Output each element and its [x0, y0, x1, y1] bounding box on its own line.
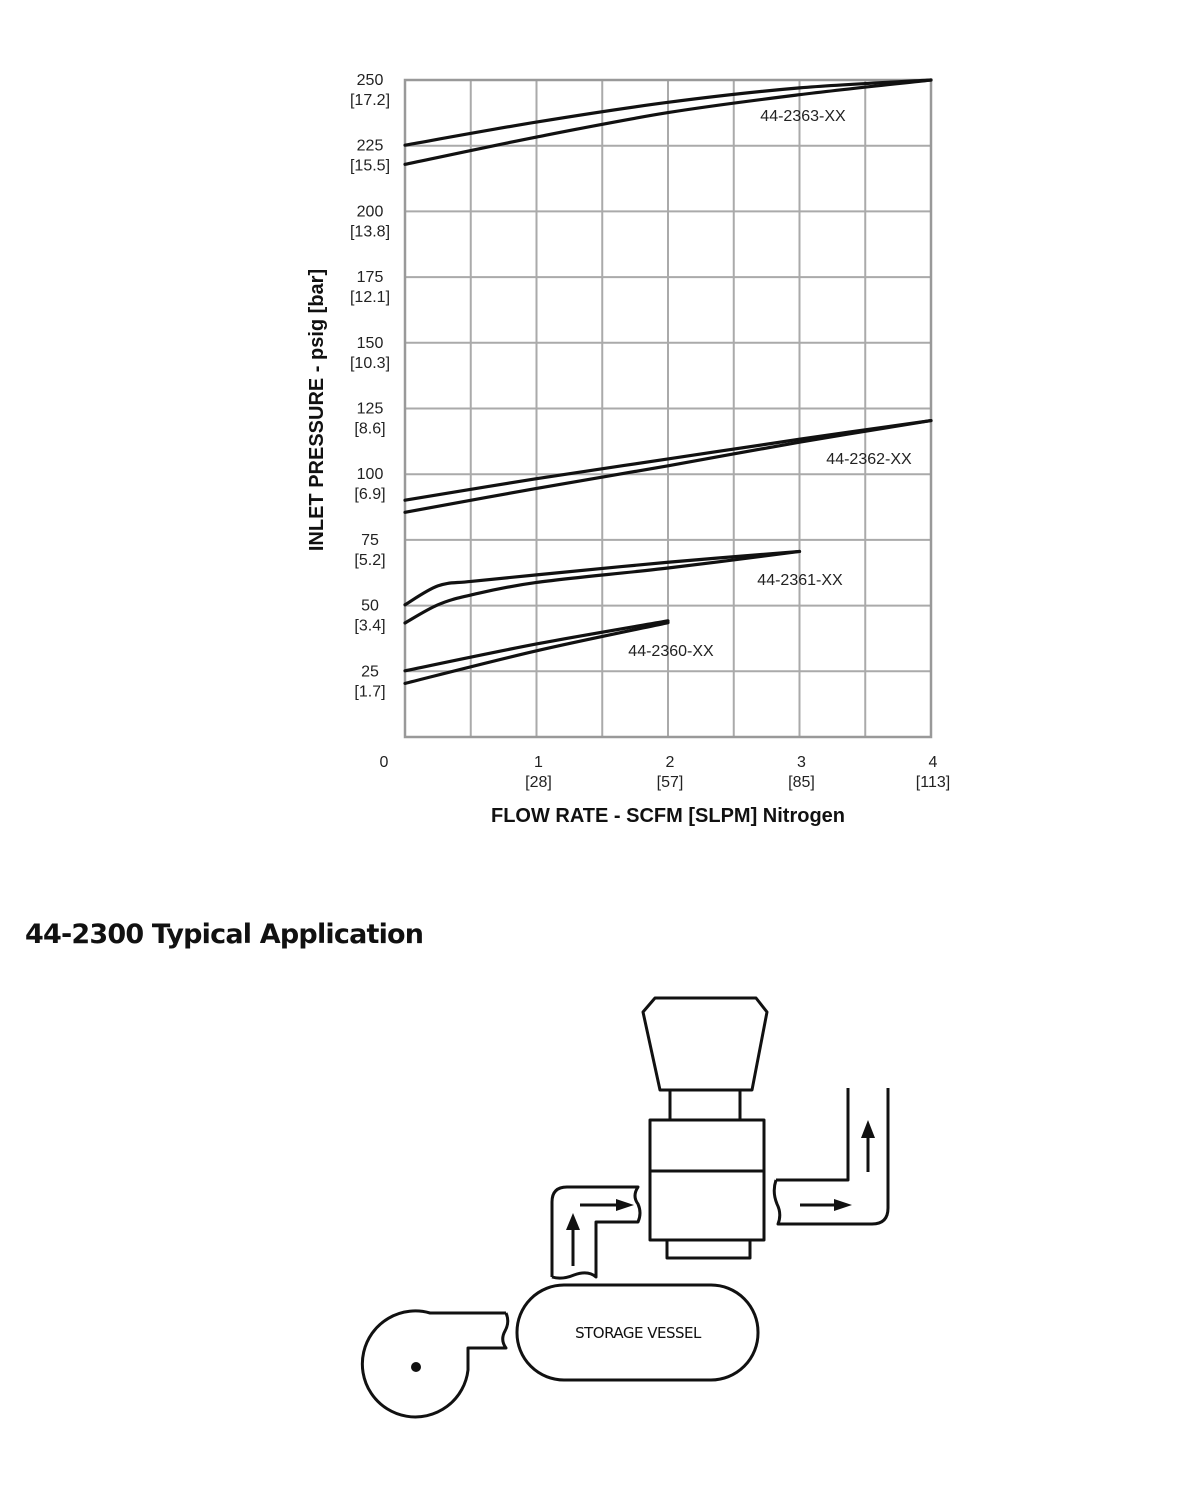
- x-tick-sublabel: [113]: [916, 774, 950, 791]
- y-tick-sublabel: [13.8]: [350, 223, 390, 240]
- curve-44-2363-xx: [403, 78, 933, 147]
- y-tick-sublabel: [6.9]: [354, 486, 385, 503]
- series-curves: [403, 78, 933, 685]
- y-tick-label: 225: [357, 138, 384, 155]
- y-tick-label: 100: [357, 466, 384, 483]
- y-tick-label: 125: [357, 401, 384, 418]
- arrow-right-icon: [800, 1199, 852, 1211]
- flow-chart: 25 [1.7] 50 [3.4] 75 [5.2] 100 [6.9] 125 [8.6] 150…: [306, 72, 951, 827]
- x-axis-ticks: 0 1 [28] 2 [57] 3 [85] 4 [113]: [380, 754, 951, 791]
- series-label: 44-2362-XX: [826, 451, 912, 468]
- blower-shaft: [411, 1362, 421, 1372]
- y-tick-sublabel: [5.2]: [354, 552, 385, 569]
- x-axis-title: FLOW RATE - SCFM [SLPM] Nitrogen: [491, 805, 845, 827]
- storage-vessel-label: STORAGE VESSEL: [575, 1324, 702, 1342]
- y-tick-sublabel: [1.7]: [354, 683, 385, 700]
- regulator-body: [648, 1118, 766, 1242]
- curve-44-2361-xx: [403, 549, 802, 625]
- x-tick-sublabel: [85]: [788, 774, 815, 791]
- x-tick-label: 2: [666, 754, 675, 771]
- curve-44-2360-xx: [403, 621, 670, 685]
- inlet-pipe: [550, 1185, 642, 1280]
- curve-44-2360-xx: [403, 619, 670, 673]
- arrow-up-icon: [566, 1213, 580, 1266]
- x-tick-sublabel: [28]: [525, 774, 552, 791]
- regulator-base: [665, 1238, 752, 1260]
- y-tick-sublabel: [17.2]: [350, 92, 390, 109]
- y-tick-label: 50: [361, 598, 379, 615]
- y-tick-sublabel: [3.4]: [354, 618, 385, 635]
- outlet-pipe: [772, 1088, 890, 1226]
- curve-44-2362-xx: [403, 418, 933, 502]
- series-label: 44-2360-XX: [628, 643, 714, 660]
- y-tick-sublabel: [8.6]: [354, 421, 385, 438]
- arrow-right-icon: [580, 1199, 634, 1211]
- y-tick-label: 200: [357, 203, 384, 220]
- x-tick-label: 4: [929, 754, 938, 771]
- plot-frame: [403, 78, 933, 739]
- curve-44-2362-xx: [403, 418, 933, 514]
- series-label: 44-2363-XX: [760, 108, 846, 125]
- y-tick-sublabel: [15.5]: [350, 158, 390, 175]
- y-axis-title: INLET PRESSURE - psig [bar]: [306, 269, 328, 551]
- x-tick-sublabel: [57]: [657, 774, 684, 791]
- curve-44-2361-xx: [403, 549, 802, 607]
- y-tick-label: 250: [357, 72, 384, 89]
- y-tick-label: 75: [361, 532, 379, 549]
- x-tick-label: 3: [797, 754, 806, 771]
- y-axis-ticks: 25 [1.7] 50 [3.4] 75 [5.2] 100 [6.9] 125 [8.6] 150…: [350, 72, 390, 700]
- y-tick-label: 175: [357, 269, 384, 286]
- section-heading: 44-2300 Typical Application: [25, 919, 424, 950]
- regulator-knob: [641, 996, 769, 1092]
- y-tick-sublabel: [12.1]: [350, 289, 390, 306]
- y-tick-label: 150: [357, 335, 384, 352]
- regulator-neck: [668, 1088, 742, 1122]
- arrow-up-icon: [861, 1120, 875, 1172]
- x-tick-label: 1: [534, 754, 543, 771]
- curve-44-2363-xx: [403, 78, 933, 166]
- series-label: 44-2361-XX: [757, 572, 843, 589]
- blower: [360, 1309, 510, 1419]
- series-labels: 44-2363-XX 44-2362-XX 44-2361-XX 44-2360-XX: [628, 108, 912, 660]
- storage-vessel: STORAGE VESSEL: [515, 1283, 760, 1382]
- grid: [405, 80, 931, 737]
- y-tick-sublabel: [10.3]: [350, 355, 390, 372]
- y-tick-label: 25: [361, 663, 379, 680]
- x-tick-label: 0: [380, 754, 389, 771]
- regulator: [641, 996, 769, 1260]
